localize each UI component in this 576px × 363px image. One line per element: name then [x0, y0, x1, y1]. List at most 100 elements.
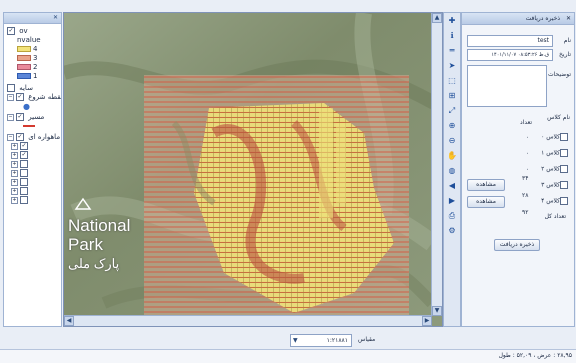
layer-route[interactable]: − ✓ مسیر — [7, 113, 59, 122]
info-icon[interactable]: ℹ — [450, 31, 454, 40]
layer-shade[interactable]: سایه — [7, 84, 59, 93]
terrain-map[interactable] — [64, 13, 442, 326]
checkbox-icon[interactable] — [560, 165, 568, 173]
map-view[interactable]: National Park پارک ملی ▲ ▼ ◀ ▶ — [63, 12, 443, 327]
name-value: test — [537, 37, 549, 44]
description-textarea[interactable] — [467, 65, 547, 107]
sublayer-row[interactable]: + — [7, 160, 59, 169]
checkbox-checked-icon[interactable]: ✓ — [16, 93, 24, 101]
sublayer-row[interactable]: + — [7, 169, 59, 178]
layers-panel-header: ✕ — [4, 13, 61, 24]
layer-start-point[interactable]: − ✓ نقطه شروع — [7, 93, 62, 102]
checkbox-checked-icon[interactable]: ✓ — [20, 142, 28, 150]
total-label: تعداد کل — [544, 213, 566, 220]
checkbox-icon[interactable] — [20, 169, 28, 177]
checkbox-icon[interactable] — [560, 181, 568, 189]
class-count: ۲۸ — [522, 192, 529, 199]
zoom-in-icon[interactable]: ⊕ — [448, 121, 456, 130]
sublayer-row[interactable]: + ✓ — [7, 151, 59, 160]
pointer-icon[interactable]: ➤ — [448, 61, 456, 70]
scale-value: ۱:۲۱۸۸۱ — [326, 337, 348, 344]
scroll-right-icon[interactable]: ▶ — [422, 316, 432, 326]
checkbox-icon[interactable] — [20, 160, 28, 168]
scroll-left-icon[interactable]: ◀ — [64, 316, 74, 326]
checkbox-icon[interactable] — [560, 197, 568, 205]
print-icon[interactable]: ⎙ — [448, 211, 456, 220]
legend-swatch — [17, 46, 31, 52]
checkbox-icon[interactable] — [560, 133, 568, 141]
route-symbol — [7, 122, 59, 131]
layer-shade-label: سایه — [19, 84, 33, 92]
checkbox-checked-icon[interactable]: ✓ — [20, 151, 28, 159]
checkbox-icon[interactable] — [20, 196, 28, 204]
grid-icon[interactable]: ⊞ — [448, 91, 456, 100]
class-row[interactable]: کلاس ۴ — [541, 197, 570, 205]
layers-panel: ✕ ✓ ov nvalue 4 3 2 1 سایه − ✓ نقطه شروع … — [3, 12, 62, 327]
collapse-icon[interactable]: − — [7, 113, 14, 121]
scale-select[interactable]: ▼ ۱:۲۱۸۸۱ — [290, 334, 352, 347]
layer-route-label: مسیر — [28, 113, 45, 121]
collapse-icon[interactable]: − — [7, 93, 14, 101]
checkbox-checked-icon[interactable]: ✓ — [7, 27, 15, 35]
class-row[interactable]: کلاس ۲ — [541, 165, 570, 173]
layer-satellite[interactable]: −✓ پر ماهواره ای — [7, 133, 61, 142]
legend-label: 2 — [33, 63, 38, 71]
expand-icon[interactable]: + — [11, 160, 18, 168]
checkbox-checked-icon[interactable]: ✓ — [16, 133, 24, 141]
layer-ov[interactable]: ✓ ov — [7, 27, 59, 36]
map-horizontal-scrollbar[interactable]: ◀ ▶ — [64, 315, 432, 326]
class-row[interactable]: کلاس ۳ — [541, 181, 570, 189]
view-class-3-button[interactable]: مشاهده — [467, 179, 505, 191]
checkbox-checked-icon[interactable]: ✓ — [16, 113, 24, 121]
ruler-icon[interactable]: ═ — [449, 46, 455, 55]
checkbox-icon[interactable] — [560, 149, 568, 157]
next-extent-icon[interactable]: ▶ — [448, 196, 456, 205]
collapse-icon[interactable]: − — [7, 133, 14, 141]
checkbox-icon[interactable] — [20, 187, 28, 195]
pan-icon[interactable]: ✋ — [447, 151, 457, 160]
expand-icon[interactable]: + — [11, 169, 18, 177]
expand-icon[interactable]: + — [11, 187, 18, 195]
expand-icon[interactable]: + — [11, 196, 18, 204]
full-extent-icon[interactable]: ⤢ — [448, 106, 456, 115]
sublayer-row[interactable]: + — [7, 196, 59, 205]
status-area: ▼ ۱:۲۱۸۸۱ مقیاس ۲۸,۹۵ : عرض ، ۵۲,۰۹ : طو… — [0, 327, 576, 363]
scroll-down-icon[interactable]: ▼ — [432, 306, 442, 316]
date-field[interactable]: ق.ظ ۰۸:۵۳:۲۶ ۱۴۰۱/۱۱/۰۷ — [467, 49, 553, 61]
class-count: ۰ — [526, 134, 530, 141]
class-row[interactable]: کلاس ۱ — [541, 149, 570, 157]
name-field[interactable]: test — [467, 35, 553, 47]
checkbox-icon[interactable] — [7, 84, 15, 92]
expand-icon[interactable]: + — [11, 151, 18, 159]
class-name: کلاس ۴ — [541, 197, 560, 205]
close-icon[interactable]: ✕ — [52, 14, 58, 21]
date-label: تاریخ — [559, 51, 571, 58]
save-button[interactable]: ذخیره دریافت — [494, 239, 540, 251]
chevron-down-icon[interactable]: ▼ — [293, 337, 298, 344]
sublayer-row[interactable]: + — [7, 178, 59, 187]
sublayer-row[interactable]: + — [7, 187, 59, 196]
class-row[interactable]: کلاس ۰ — [541, 133, 570, 141]
expand-icon[interactable]: + — [11, 178, 18, 186]
layer-ov-label: ov — [19, 27, 28, 35]
globe-icon[interactable]: ◍ — [448, 166, 456, 175]
sublayer-row[interactable]: + ✓ — [7, 142, 59, 151]
watermark-line2: Park — [68, 235, 103, 254]
map-vertical-scrollbar[interactable]: ▲ ▼ — [431, 13, 442, 316]
checkbox-icon[interactable] — [20, 178, 28, 186]
legend-item: 4 — [7, 45, 59, 54]
layer-start-point-label: نقطه شروع — [28, 93, 62, 101]
description-label: توضیحات — [547, 71, 571, 78]
close-icon[interactable]: ✕ — [565, 15, 571, 22]
previous-extent-icon[interactable]: ◀ — [448, 181, 456, 190]
expand-icon[interactable]: + — [11, 142, 18, 150]
zoom-out-icon[interactable]: ⊖ — [448, 136, 456, 145]
legend-swatch — [17, 64, 31, 70]
point-symbol-icon: ● — [23, 102, 30, 111]
scroll-up-icon[interactable]: ▲ — [432, 13, 442, 23]
select-icon[interactable]: ⬚ — [448, 76, 456, 85]
add-layer-icon[interactable]: ✚ — [448, 16, 456, 25]
view-class-4-button[interactable]: مشاهده — [467, 196, 505, 208]
settings-icon[interactable]: ⚙ — [448, 226, 456, 235]
line-symbol-icon — [23, 125, 35, 127]
